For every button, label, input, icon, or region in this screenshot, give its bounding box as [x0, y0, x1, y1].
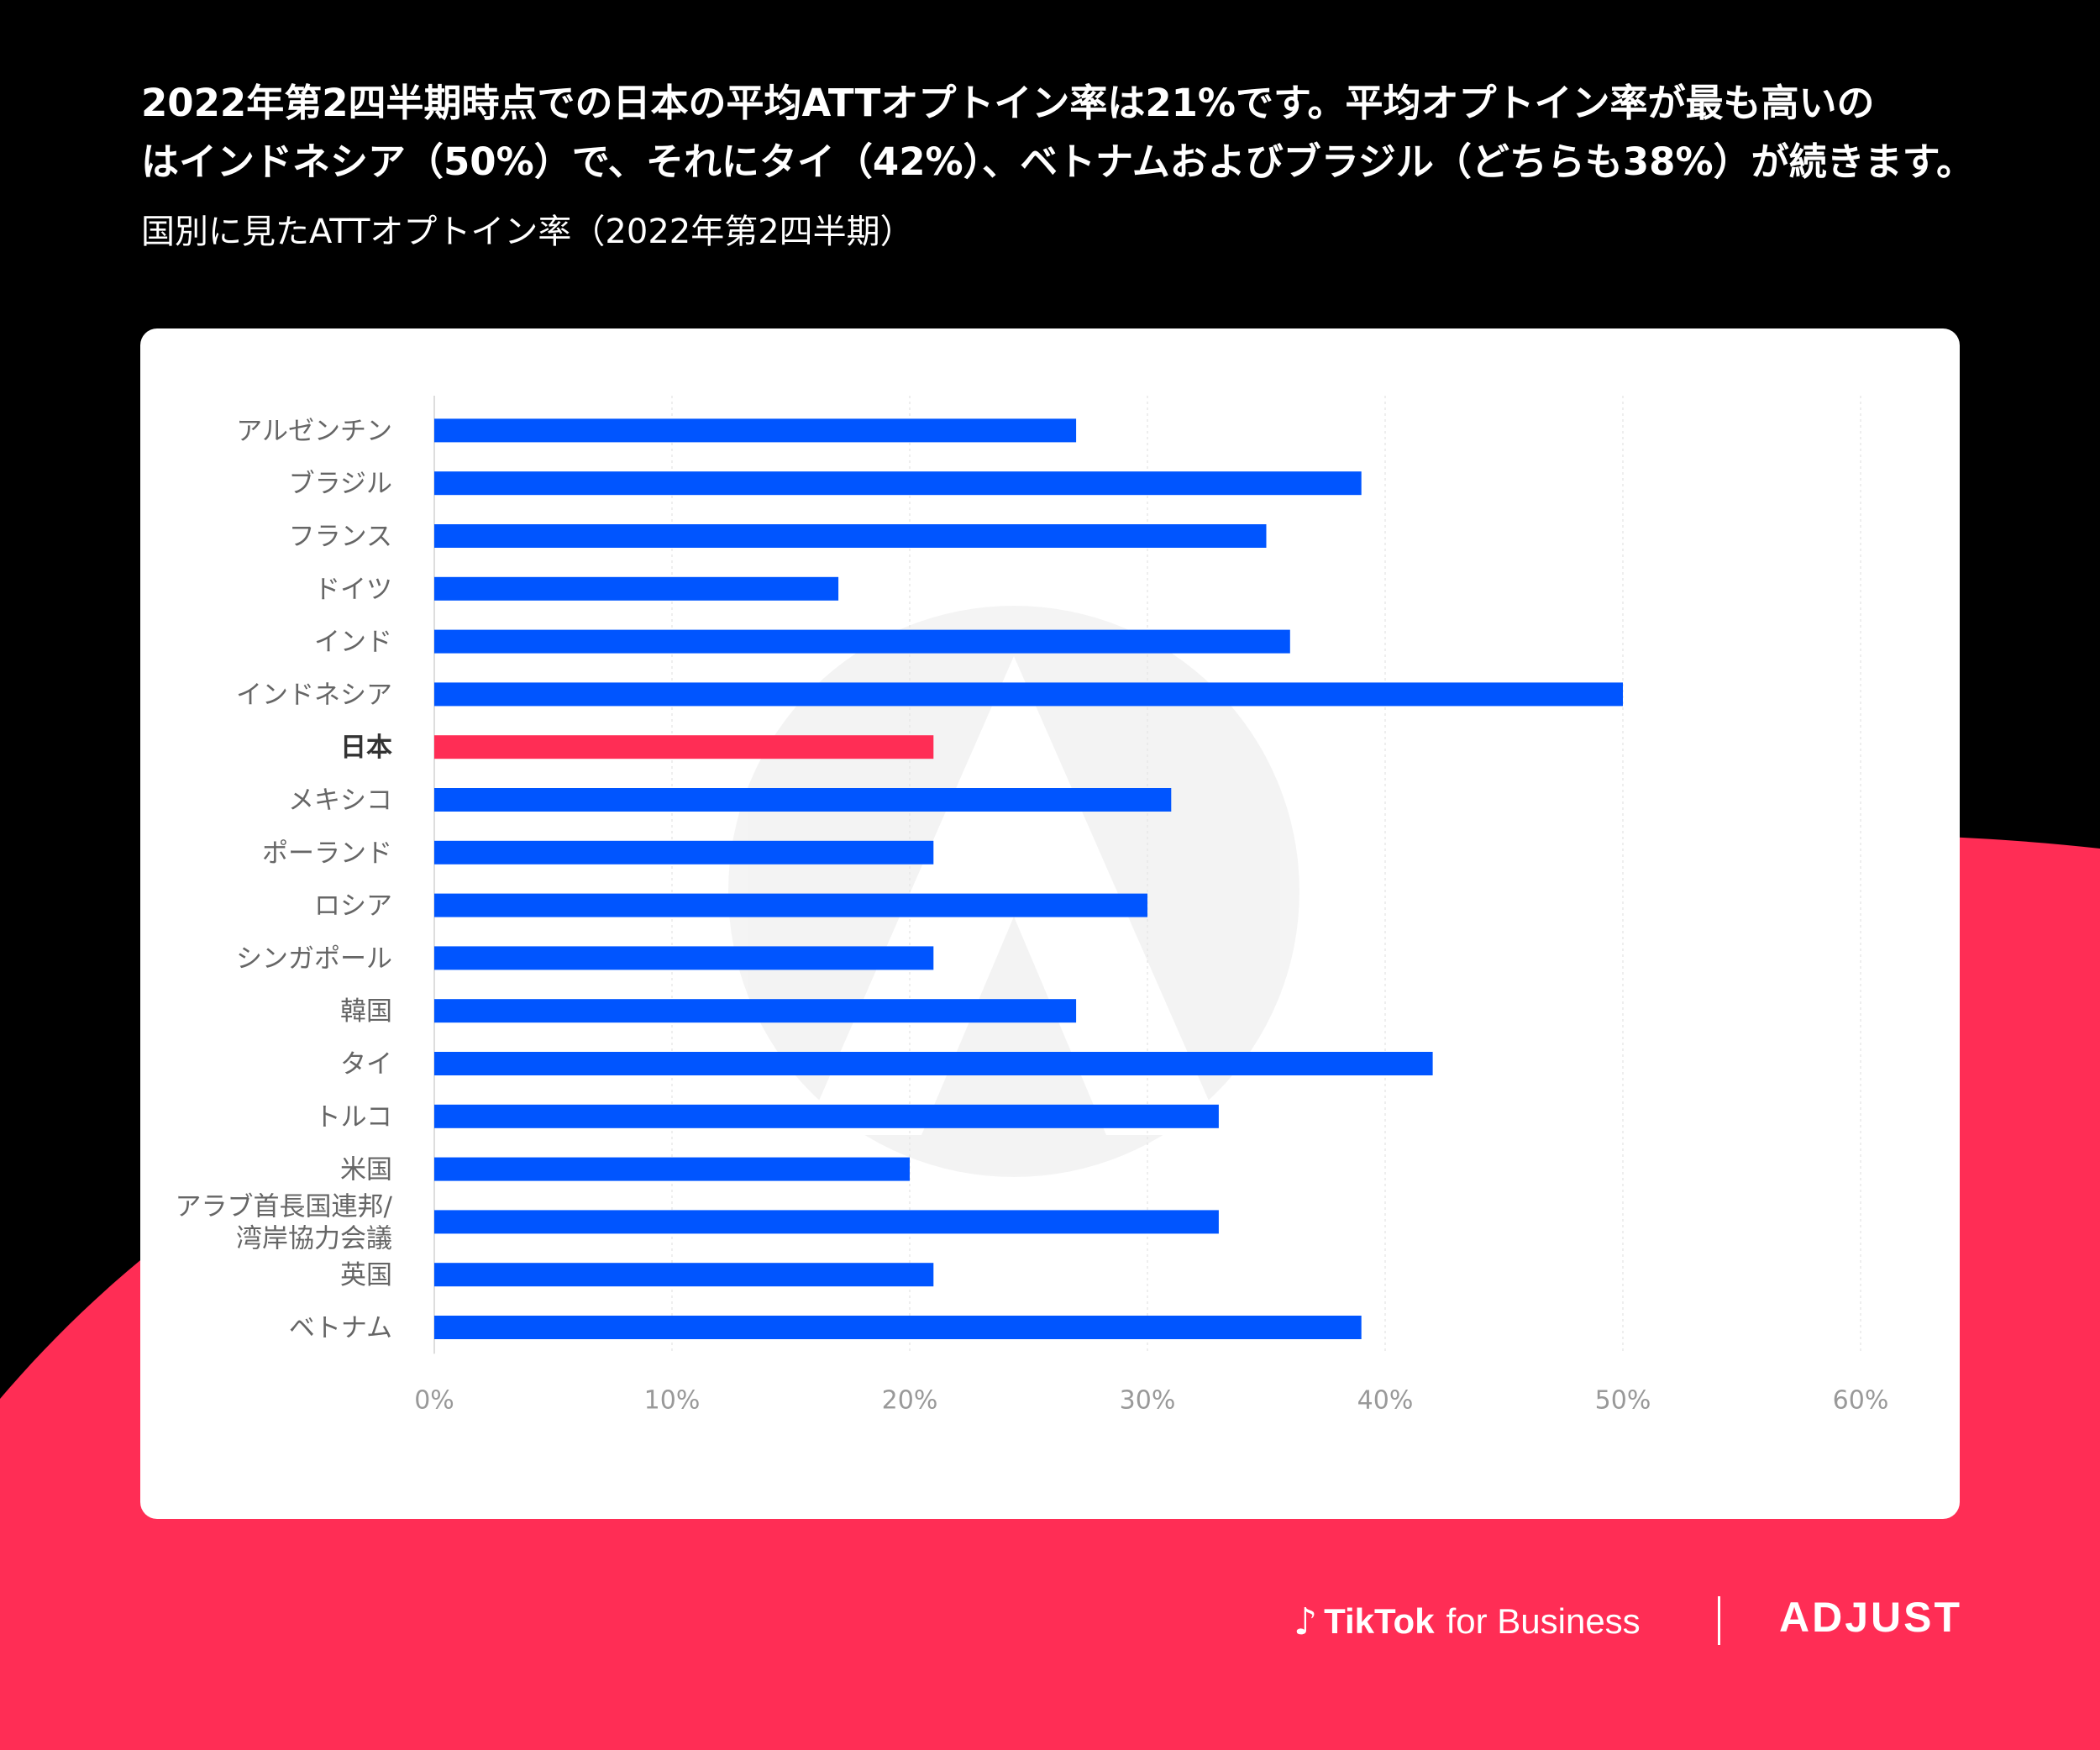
- bar-12: [434, 1052, 1433, 1075]
- x-tick-label: 10%: [644, 1385, 701, 1415]
- category-label-9: ロシア: [314, 891, 392, 922]
- category-label-8: ポーランド: [262, 838, 392, 869]
- category-label-16: 英国: [340, 1260, 392, 1290]
- bar-6: [434, 735, 934, 759]
- bar-14: [434, 1157, 910, 1181]
- tiktok-brand-text: TikTok: [1324, 1601, 1435, 1641]
- category-label-5: インドネシア: [236, 680, 392, 710]
- bar-15: [434, 1210, 1219, 1234]
- category-label-10: シンガポール: [236, 943, 392, 974]
- category-label-11: 韓国: [340, 996, 392, 1027]
- x-tick-label: 20%: [882, 1385, 938, 1415]
- x-tick-label: 30%: [1120, 1385, 1176, 1415]
- bar-7: [434, 788, 1172, 812]
- tiktok-for-business-logo: ♪ TikTok for Business: [1294, 1588, 1641, 1655]
- bar-2: [434, 524, 1267, 548]
- bar-10: [434, 946, 934, 970]
- x-tick-label: 50%: [1595, 1385, 1651, 1415]
- headline-line-2: はインドネシア（50%）で、それにタイ（42%）、ベトナムおよびブラジル（どちら…: [141, 139, 1975, 184]
- bar-1: [434, 471, 1362, 496]
- chart-card: アルゼンチンブラジルフランスドイツインドインドネシア日本メキシコポーランドロシア…: [140, 328, 1960, 1519]
- logo-divider: [1718, 1596, 1720, 1645]
- bar-11: [434, 999, 1077, 1023]
- bar-16: [434, 1263, 934, 1287]
- bar-4: [434, 629, 1290, 654]
- bar-13: [434, 1104, 1219, 1128]
- category-label-7: メキシコ: [288, 786, 392, 816]
- category-label-4: インド: [314, 628, 392, 658]
- adjust-logo-icon: ADJUST: [1779, 1594, 1963, 1641]
- category-label-15: アラブ首長国連邦/湾岸協力会議: [176, 1191, 393, 1253]
- category-label-12: タイ: [340, 1049, 392, 1080]
- headline-line-1: 2022年第2四半期時点での日本の平均ATTオプトイン率は21%です。平均オプト…: [141, 81, 1875, 125]
- category-label-2: フランス: [289, 522, 392, 552]
- x-tick-label: 60%: [1833, 1385, 1889, 1415]
- bar-5: [434, 682, 1623, 707]
- for-business-text: for Business: [1446, 1601, 1641, 1641]
- category-label-13: トルコ: [315, 1102, 392, 1133]
- category-label-1: ブラジル: [289, 469, 392, 499]
- category-label-14: 米国: [340, 1155, 392, 1185]
- x-tick-label: 40%: [1357, 1385, 1414, 1415]
- category-label-0: アルゼンチン: [236, 416, 392, 446]
- bar-8: [434, 840, 934, 864]
- footer-logos: ♪ TikTok for Business ADJUST: [1294, 1588, 1966, 1655]
- category-label-17: ベトナム: [289, 1313, 392, 1343]
- music-note-icon: ♪: [1294, 1600, 1318, 1643]
- bar-3: [434, 576, 839, 601]
- bar-chart: アルゼンチンブラジルフランスドイツインドインドネシア日本メキシコポーランドロシア…: [176, 396, 1889, 1415]
- bar-9: [434, 893, 1147, 917]
- x-tick-label: 0%: [414, 1385, 454, 1415]
- headline: 2022年第2四半期時点での日本の平均ATTオプトイン率は21%です。平均オプト…: [141, 74, 1975, 192]
- category-label-6: 日本: [340, 733, 392, 763]
- bar-17: [434, 1316, 1362, 1339]
- category-label-3: ドイツ: [314, 575, 392, 605]
- bar-0: [434, 418, 1077, 443]
- chart-subtitle: 国別に見たATTオプトイン率（2022年第2四半期）: [141, 213, 914, 251]
